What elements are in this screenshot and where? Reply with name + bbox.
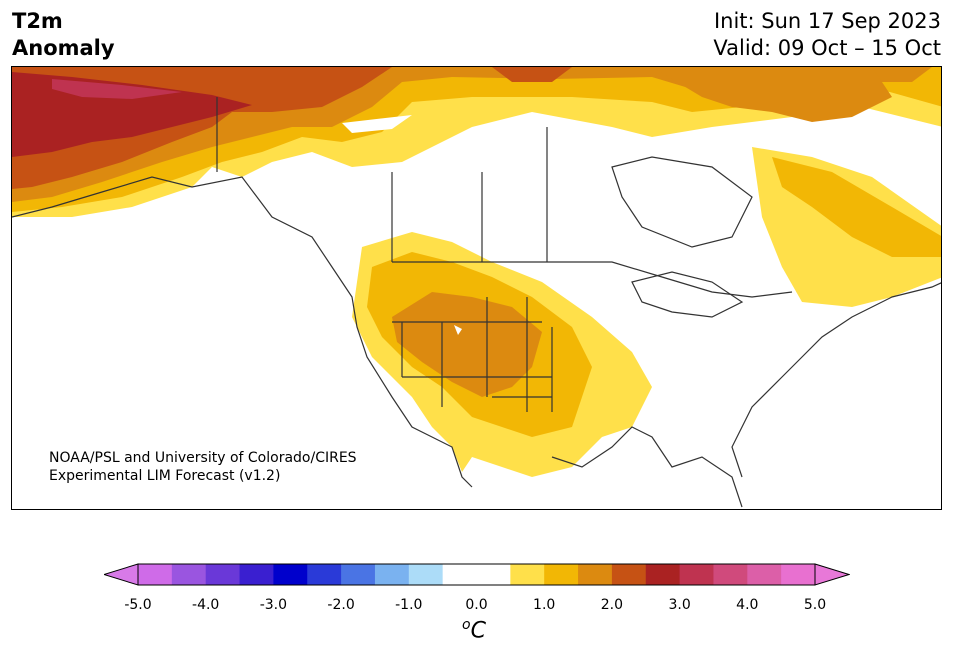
colorbar-under-arrow xyxy=(104,563,139,586)
credit-line-2: Experimental LIM Forecast (v1.2) xyxy=(49,468,281,484)
anomaly-map xyxy=(12,67,941,508)
great-salt-lake xyxy=(454,325,462,335)
coastline-west xyxy=(12,176,473,488)
map-title: T2m Anomaly xyxy=(12,8,115,62)
colorbar-cell xyxy=(442,564,477,585)
arctic-island-dark-orange xyxy=(492,67,572,82)
unit-degree: o xyxy=(462,617,471,633)
province-lines xyxy=(216,97,548,262)
credit-text: NOAA/PSL and University of Colorado/CIRE… xyxy=(49,449,357,485)
colorbar-cell xyxy=(747,564,782,585)
colorbar-tick-label: 0.0 xyxy=(465,597,488,613)
colorbar-tick-label: -2.0 xyxy=(327,597,355,613)
colorbar-cell xyxy=(781,564,816,585)
colorbar-cell xyxy=(374,564,410,585)
colorbar-tick-label: 2.0 xyxy=(600,597,624,613)
map-panel xyxy=(11,66,942,510)
west-us-orange xyxy=(392,292,542,397)
credit-line-1: NOAA/PSL and University of Colorado/CIRE… xyxy=(49,450,357,466)
colorbar-cell xyxy=(171,564,207,585)
colorbar-tick-label: -1.0 xyxy=(395,597,423,613)
unit-celsius: C xyxy=(470,618,486,644)
hudson-bay-outline xyxy=(611,156,753,248)
hudson-white xyxy=(342,115,412,133)
colorbar-cell xyxy=(544,564,579,585)
colorbar-cell xyxy=(205,564,241,585)
state-lines-west xyxy=(392,297,553,412)
colorbar-tick-label: 4.0 xyxy=(736,597,759,613)
colorbar-cell xyxy=(611,564,647,585)
colorbar-tick-label: -4.0 xyxy=(192,597,220,613)
coastline-east xyxy=(731,282,941,478)
colorbar-unit: oC xyxy=(462,617,486,643)
colorbar-outline xyxy=(137,563,816,586)
title-type: Anomaly xyxy=(12,36,115,60)
colorbar-tick-label: -5.0 xyxy=(124,597,152,613)
colorbar-cell xyxy=(341,564,376,585)
great-lakes-outline xyxy=(631,271,744,318)
colorbar xyxy=(104,563,850,586)
colorbar-tick-label: -3.0 xyxy=(259,597,288,613)
colorbar-tick-label: 1.0 xyxy=(533,597,556,613)
colorbar-tick-labels: -5.0 -4.0 -3.0 -2.0 -1.0 0.0 1.0 2.0 3.0 4.0 5.0 xyxy=(0,597,953,617)
colorbar-cell xyxy=(307,564,342,585)
colorbar-over-arrow xyxy=(814,563,850,586)
colorbar-cell xyxy=(273,564,308,585)
colorbar-tick-label: 5.0 xyxy=(803,597,827,613)
forecast-dates: Init: Sun 17 Sep 2023 Valid: 09 Oct – 15… xyxy=(713,8,941,62)
coastline-gulf xyxy=(551,426,743,508)
colorbar-cell xyxy=(645,564,681,585)
coastlines-and-borders xyxy=(12,97,941,508)
colorbar-cell xyxy=(578,564,613,585)
colorbar-cell xyxy=(138,564,173,585)
colorbar-cell xyxy=(510,564,545,585)
colorbar-cell xyxy=(476,564,511,585)
colorbar-cell xyxy=(408,564,444,585)
arctic-island-orange xyxy=(652,67,892,122)
colorbar-cell xyxy=(239,564,274,585)
us-canada-border xyxy=(392,261,793,298)
init-date: Init: Sun 17 Sep 2023 xyxy=(713,9,941,33)
colorbar-cell xyxy=(679,564,714,585)
alaska-crimson-field xyxy=(52,79,182,99)
valid-range: Valid: 09 Oct – 15 Oct xyxy=(713,36,941,60)
colorbar-cell xyxy=(713,564,748,585)
labrador-yellow xyxy=(772,157,941,257)
colorbar-tick-label: 3.0 xyxy=(668,597,691,613)
title-variable: T2m xyxy=(12,9,63,33)
